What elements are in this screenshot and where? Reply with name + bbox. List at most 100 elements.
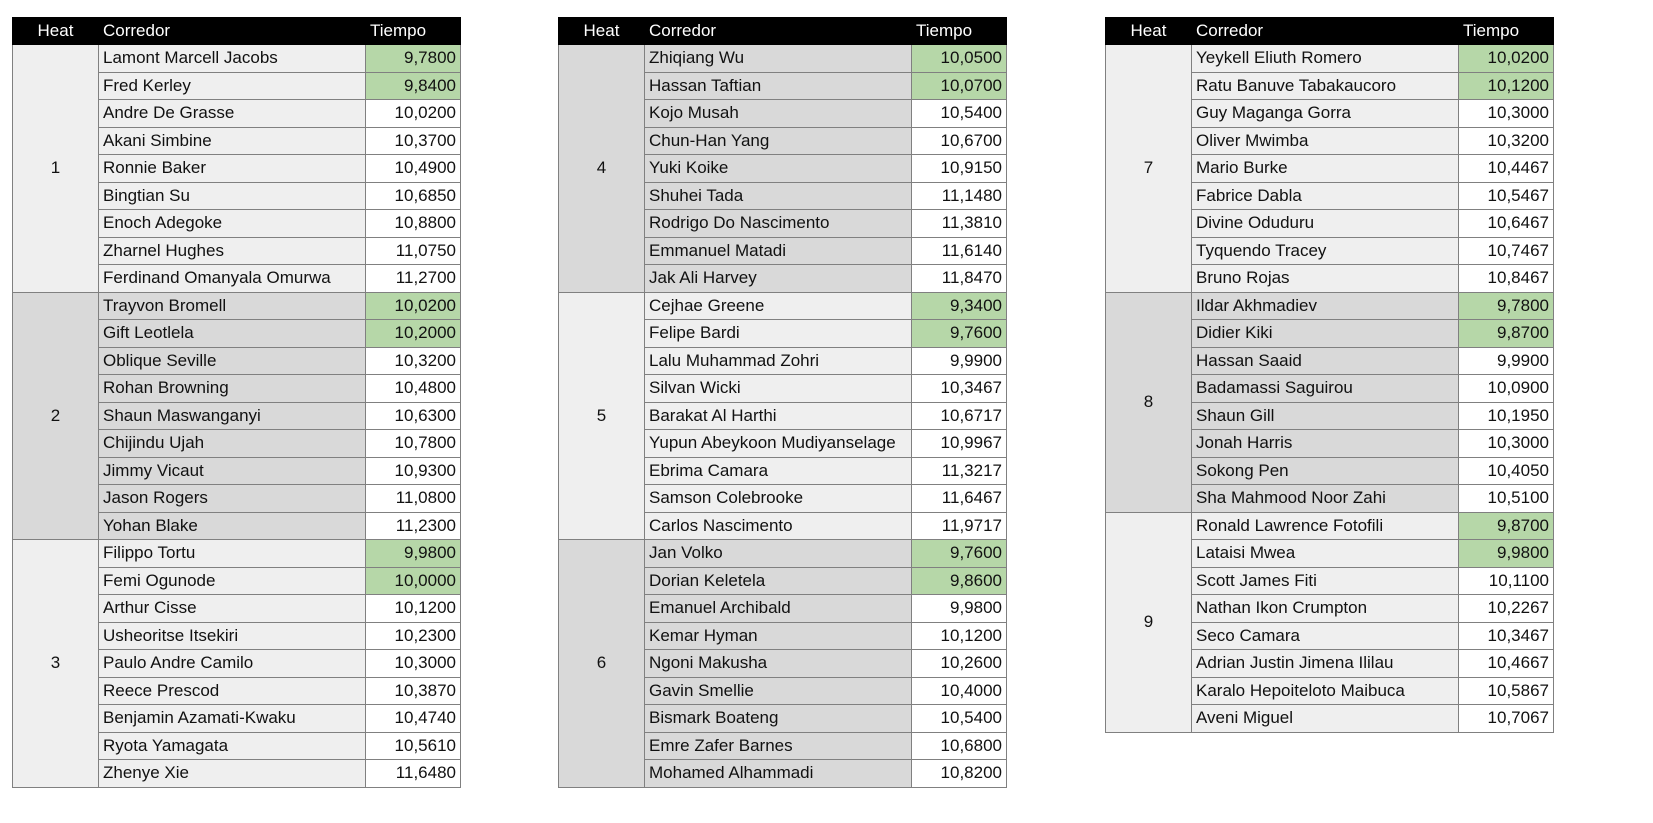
table-row: Silvan Wicki 10,3467 — [559, 374, 1007, 403]
runner-name: Gift Leotlela — [98, 319, 366, 348]
runner-time: 10,4050 — [1458, 456, 1554, 485]
runner-name: Jak Ali Harvey — [644, 264, 912, 293]
runner-name: Divine Oduduru — [1191, 209, 1459, 238]
runner-name: Emre Zafer Barnes — [644, 731, 912, 760]
runner-time: 10,4900 — [365, 154, 461, 183]
runner-time: 10,6467 — [1458, 209, 1554, 238]
qualified-time: 9,9800 — [365, 539, 461, 568]
runner-name: Chijindu Ujah — [98, 429, 366, 458]
runner-time: 10,3870 — [365, 676, 461, 705]
runner-time: 10,8200 — [911, 759, 1007, 788]
runner-name: Benjamin Azamati-Kwaku — [98, 704, 366, 733]
runner-header: Corredor — [1191, 17, 1459, 45]
table-row: Reece Prescod 10,3870 — [13, 676, 461, 705]
runner-time: 10,2600 — [911, 649, 1007, 678]
heats-table-2: Heat Corredor Tiempo 4 Zhiqiang Wu 10,0500… — [558, 17, 1007, 788]
runner-time: 10,7800 — [365, 429, 461, 458]
runner-name: Badamassi Saguirou — [1191, 374, 1459, 403]
runner-time: 10,6700 — [911, 126, 1007, 155]
table-row: Shaun Maswanganyi 10,6300 — [13, 401, 461, 430]
table-row: Emre Zafer Barnes 10,6800 — [559, 731, 1007, 760]
table-row: Hassan Saaid 9,9900 — [1106, 346, 1554, 375]
runner-name: Guy Maganga Gorra — [1191, 99, 1459, 128]
table-row: Shuhei Tada 11,1480 — [559, 181, 1007, 210]
table-row: 2 Trayvon Bromell 10,0200 — [12, 291, 461, 540]
runner-time: 10,1950 — [1458, 401, 1554, 430]
heat-number: 3 — [12, 539, 99, 788]
runner-name: Sha Mahmood Noor Zahi — [1191, 484, 1459, 513]
runner-time: 10,4000 — [911, 676, 1007, 705]
table-row: Jason Rogers 11,0800 — [13, 484, 461, 513]
runner-time: 10,6850 — [365, 181, 461, 210]
runner-time: 10,5400 — [911, 99, 1007, 128]
table-row: Rohan Browning 10,4800 — [13, 374, 461, 403]
runner-time: 10,6717 — [911, 401, 1007, 430]
runner-time: 9,9800 — [911, 594, 1007, 623]
runner-time: 11,3810 — [911, 209, 1007, 238]
runner-time: 10,4800 — [365, 374, 461, 403]
runner-time: 11,3217 — [911, 456, 1007, 485]
runner-name: Trayvon Bromell — [98, 291, 366, 320]
table-row: Nathan Ikon Crumpton 10,2267 — [1106, 594, 1554, 623]
runner-time: 10,5100 — [1458, 484, 1554, 513]
table-row: Karalo Hepoiteloto Maibuca 10,5867 — [1106, 676, 1554, 705]
runner-time: 9,9900 — [1458, 346, 1554, 375]
time-header: Tiempo — [911, 17, 1007, 45]
heat-header: Heat — [558, 17, 645, 45]
runner-name: Emmanuel Matadi — [644, 236, 912, 265]
runner-name: Filippo Tortu — [98, 539, 366, 568]
header-row: Heat Corredor Tiempo — [558, 17, 1007, 45]
runner-time: 10,4467 — [1458, 154, 1554, 183]
heat-header: Heat — [1105, 17, 1192, 45]
runner-name: Didier Kiki — [1191, 319, 1459, 348]
header-row: Heat Corredor Tiempo — [1105, 17, 1554, 45]
runner-name: Ebrima Camara — [644, 456, 912, 485]
runner-name: Bismark Boateng — [644, 704, 912, 733]
heat-number: 5 — [558, 291, 645, 540]
table-row: 3 Filippo Tortu 9,9800 — [12, 539, 461, 788]
runner-time: 11,0750 — [365, 236, 461, 265]
heats-table-1: Heat Corredor Tiempo 1 Lamont Marcell Jac… — [12, 17, 461, 788]
heat-number: 1 — [12, 44, 99, 293]
runner-name: Karalo Hepoiteloto Maibuca — [1191, 676, 1459, 705]
runner-name: Nathan Ikon Crumpton — [1191, 594, 1459, 623]
runner-time: 10,1200 — [365, 594, 461, 623]
runner-name: Rodrigo Do Nascimento — [644, 209, 912, 238]
runner-name: Bruno Rojas — [1191, 264, 1459, 293]
runner-time: 10,4667 — [1458, 649, 1554, 678]
runner-name: Usheoritse Itsekiri — [98, 621, 366, 650]
table-row: Akani Simbine 10,3700 — [13, 126, 461, 155]
runner-name: Seco Camara — [1191, 621, 1459, 650]
runner-time: 10,3700 — [365, 126, 461, 155]
runner-name: Oliver Mwimba — [1191, 126, 1459, 155]
runner-header: Corredor — [98, 17, 366, 45]
runner-name: Chun-Han Yang — [644, 126, 912, 155]
runner-name: Shaun Maswanganyi — [98, 401, 366, 430]
table-row: Bismark Boateng 10,5400 — [559, 704, 1007, 733]
runner-time: 11,6140 — [911, 236, 1007, 265]
runner-name: Akani Simbine — [98, 126, 366, 155]
runner-name: Sokong Pen — [1191, 456, 1459, 485]
heat-number: 6 — [558, 539, 645, 788]
table-row: Jonah Harris 10,3000 — [1106, 429, 1554, 458]
runner-time: 10,0900 — [1458, 374, 1554, 403]
runner-name: Enoch Adegoke — [98, 209, 366, 238]
table-row: Aveni Miguel 10,7067 — [1106, 704, 1554, 733]
table-row: Jimmy Vicaut 10,9300 — [13, 456, 461, 485]
runner-name: Paulo Andre Camilo — [98, 649, 366, 678]
runner-name: Hassan Taftian — [644, 71, 912, 100]
table-row: Oliver Mwimba 10,3200 — [1106, 126, 1554, 155]
runner-name: Ryota Yamagata — [98, 731, 366, 760]
runner-name: Zharnel Hughes — [98, 236, 366, 265]
table-row: Oblique Seville 10,3200 — [13, 346, 461, 375]
runner-name: Jonah Harris — [1191, 429, 1459, 458]
runner-time: 10,6300 — [365, 401, 461, 430]
runner-time: 10,3000 — [365, 649, 461, 678]
table-row: Dorian Keletela 9,8600 — [559, 566, 1007, 595]
runner-name: Fred Kerley — [98, 71, 366, 100]
heats-table-3: Heat Corredor Tiempo 7 Yeykell Eliuth Rom… — [1105, 17, 1554, 733]
table-row: Enoch Adegoke 10,8800 — [13, 209, 461, 238]
heat-number: 8 — [1105, 291, 1192, 513]
runner-time: 10,3467 — [1458, 621, 1554, 650]
runner-time: 10,7467 — [1458, 236, 1554, 265]
